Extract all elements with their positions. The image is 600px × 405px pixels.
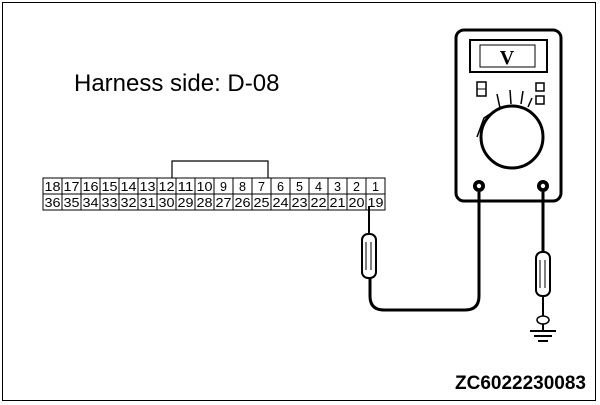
connector-pin-label: 16: [83, 180, 99, 194]
connector-pin-label: 3: [334, 179, 341, 194]
connector-pin-label: 19: [368, 196, 384, 210]
connector-pin-label: 34: [83, 196, 99, 210]
connector-pin-label: 13: [140, 180, 156, 194]
connector-pin-cell: [365, 193, 386, 211]
connector-pin-label: 20: [349, 196, 365, 210]
connector-pin-label: 5: [296, 179, 303, 194]
multimeter-dial: [479, 104, 545, 170]
connector-pin-label: 31: [140, 196, 156, 210]
connector-pin-label: 36: [45, 196, 61, 210]
connector-pin-label: 14: [121, 180, 137, 194]
connector-pin-label: 27: [216, 196, 232, 210]
connector-pin-label: 12: [159, 180, 175, 194]
connector-pin-label: 8: [239, 179, 246, 194]
multimeter-display-window: [479, 44, 536, 68]
ground-symbol-icon: [530, 324, 556, 342]
probe-pin-20: [361, 206, 377, 279]
test-lead-to-pin: [368, 192, 481, 312]
connector-pin-label: 10: [197, 180, 213, 194]
connector-d08: 18 17 16 15 14 13 12 11 10 9 8 7 6 5 4 3 2 136 35 34 33 32 31 3…: [42, 177, 386, 211]
multimeter-switch-right-bottom: [535, 95, 545, 105]
connector-pin-label: 24: [273, 196, 289, 210]
connector-pin-label: 32: [121, 196, 137, 210]
multimeter-display-symbol: V: [500, 47, 515, 69]
connector-pin-label: 22: [311, 196, 327, 210]
connector-pin-label: 17: [64, 180, 80, 194]
connector-pin-label: 35: [64, 196, 80, 210]
figure-code: ZC6022230083: [455, 373, 586, 394]
connector-pin-label: 6: [277, 179, 284, 194]
connector-pin-label: 28: [197, 196, 213, 210]
connector-pin-label: 4: [315, 179, 322, 194]
connector-pin-label: 30: [159, 196, 175, 210]
connector-pin-label: 29: [178, 196, 194, 210]
connector-pin-label: 9: [220, 179, 227, 194]
connector-pin-label: 21: [330, 196, 346, 210]
connector-pin-label: 11: [178, 180, 194, 194]
connector-pin-label: 1: [372, 179, 379, 194]
probe-ground: [535, 251, 551, 325]
multimeter: V: [454, 28, 563, 203]
connector-pin-label: 23: [292, 196, 308, 210]
connector-pin-label: 33: [102, 196, 118, 210]
multimeter-switch-right-top: [535, 82, 545, 92]
connector-pin-label: 25: [254, 196, 270, 210]
connector-lock-tab: [171, 160, 269, 178]
connector-pin-label: 2: [353, 179, 360, 194]
connector-pin-label: 18: [45, 180, 61, 194]
connector-title: Harness side: D-08: [74, 70, 280, 97]
multimeter-range-scale: [476, 89, 533, 138]
connector-pin-label: 26: [235, 196, 251, 210]
connector-pin-label: 15: [102, 180, 118, 194]
connector-pin-label: 7: [258, 179, 265, 194]
